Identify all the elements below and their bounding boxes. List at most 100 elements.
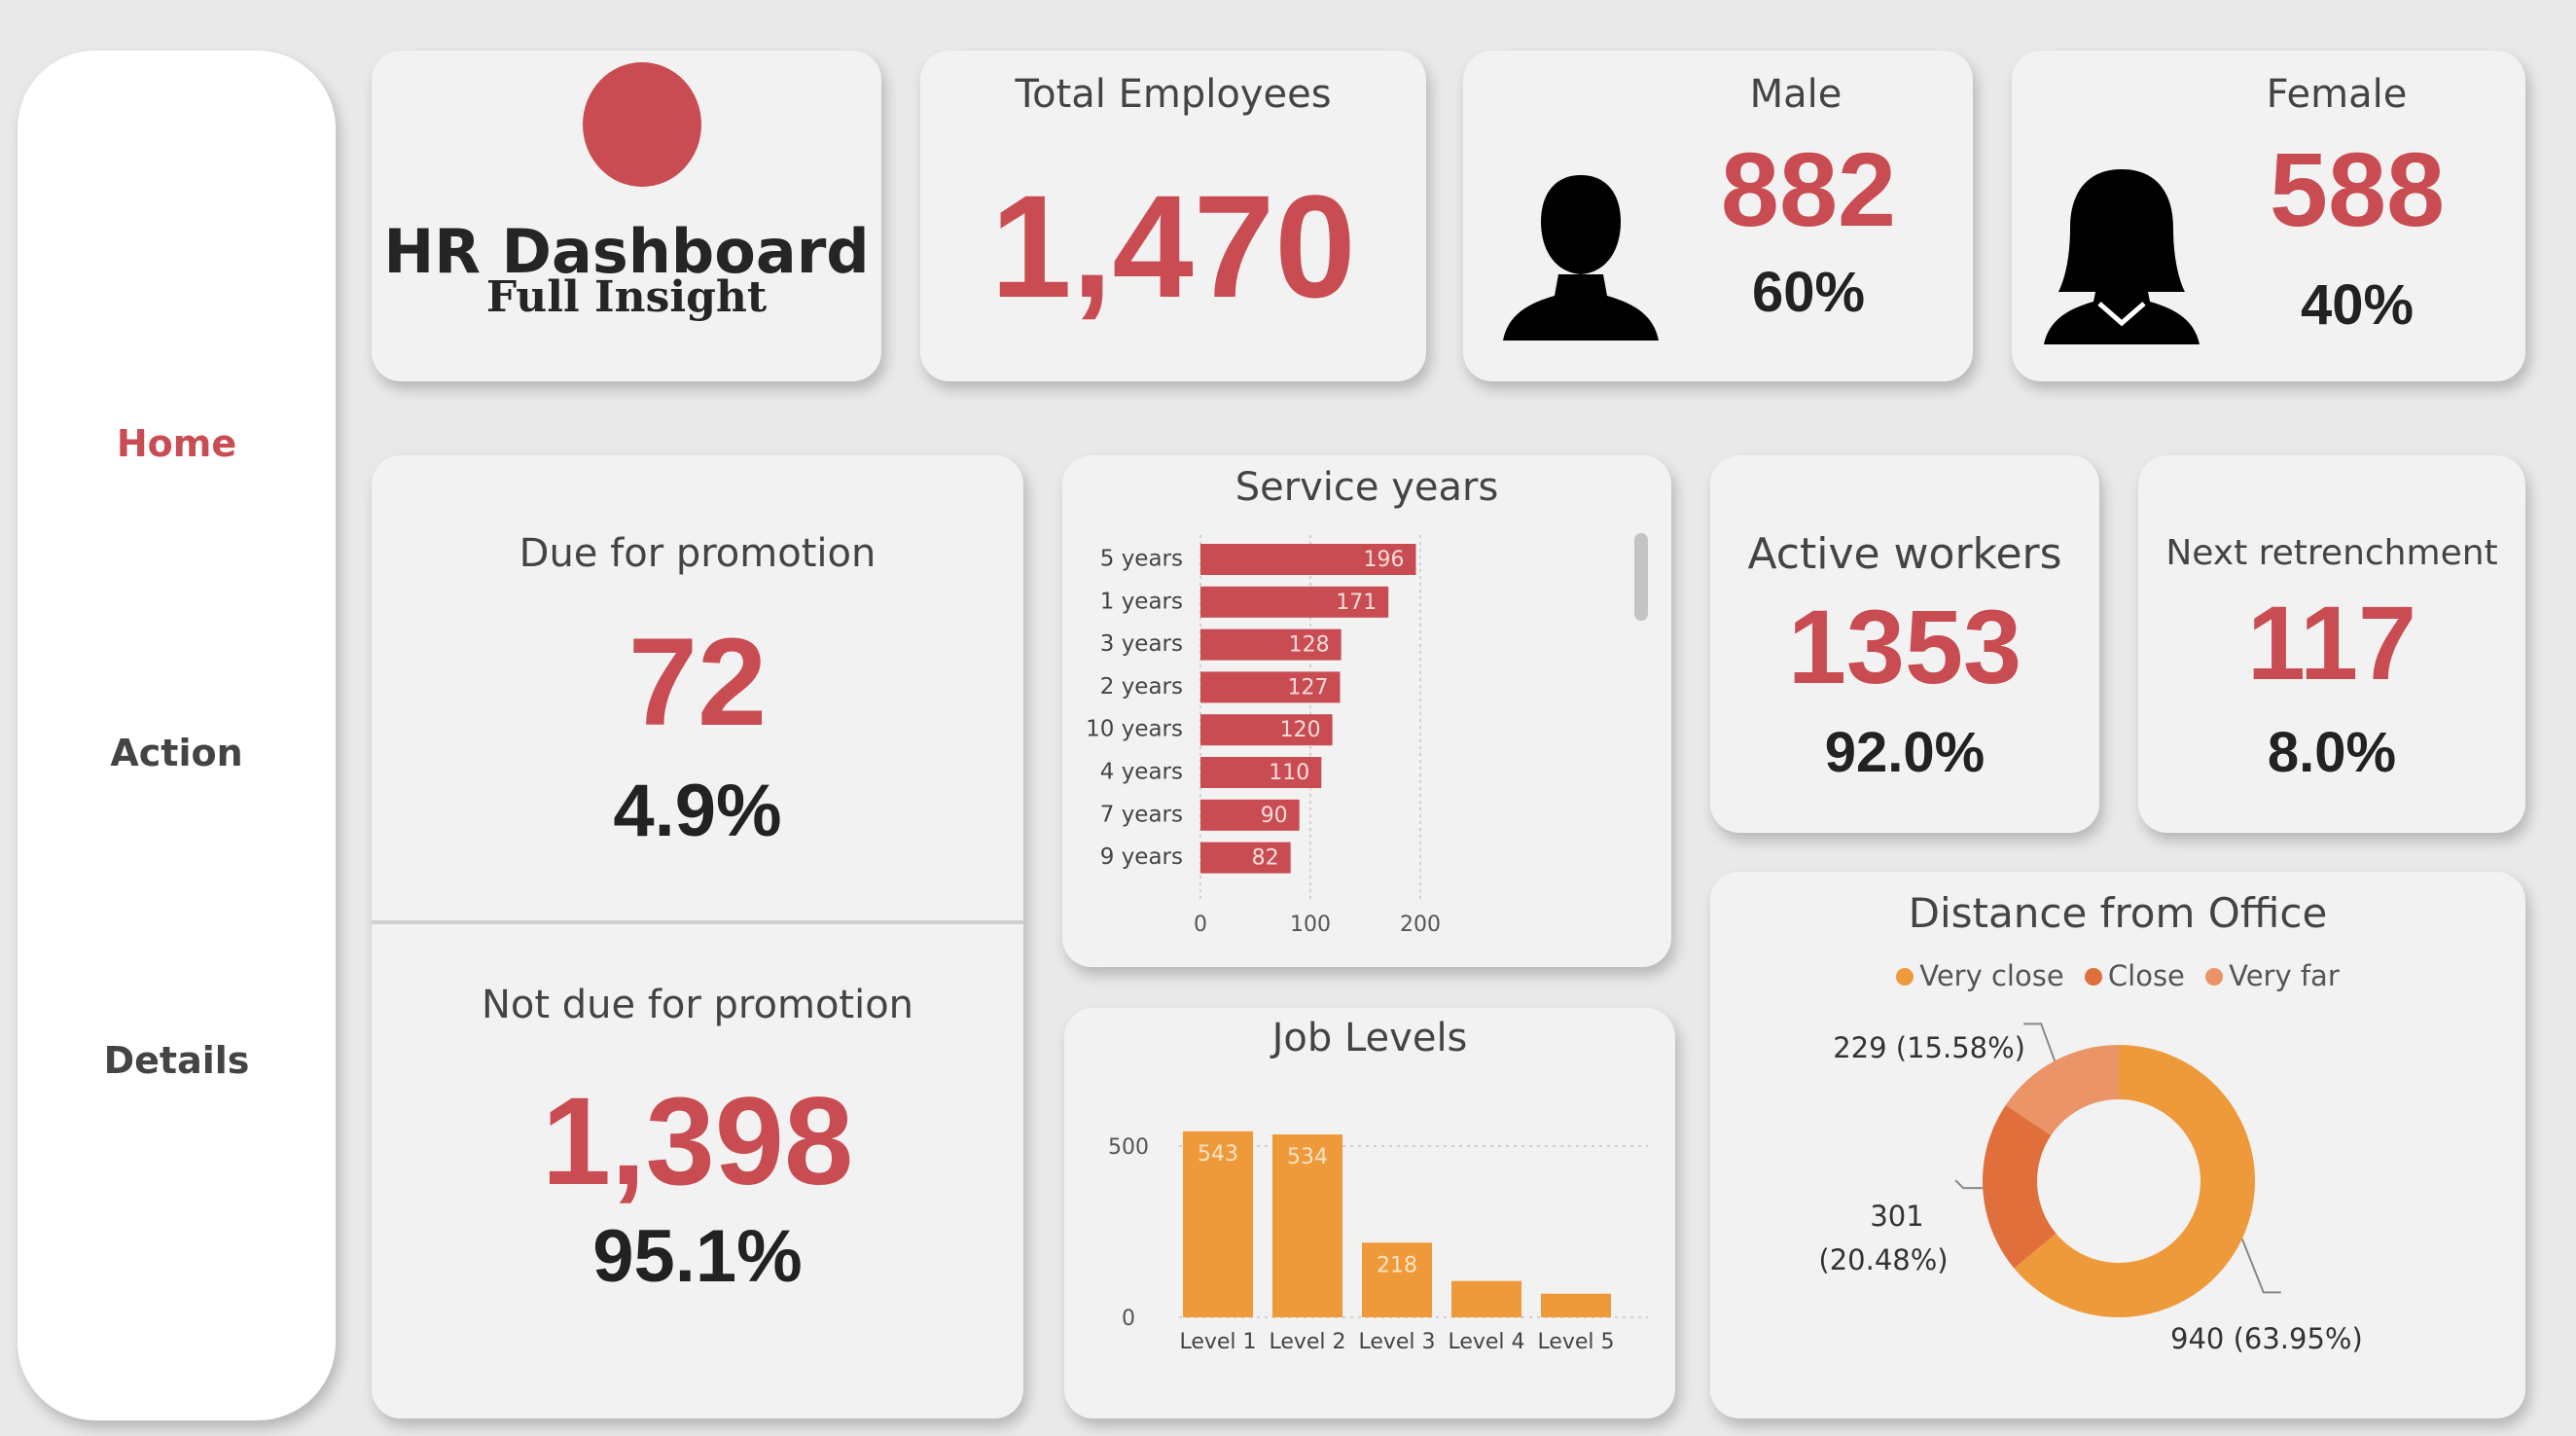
next-retrenchment-card: Next retrenchment 117 8.0%: [2138, 455, 2525, 833]
female-label: Female: [2266, 72, 2408, 117]
x-tick-label: 200: [1400, 913, 1441, 937]
active-workers-value: 1353: [1787, 588, 2022, 705]
bar-data-label: 82: [1252, 846, 1279, 871]
bar-data-label: 218: [1377, 1253, 1417, 1277]
service-years-bar: [1200, 757, 1322, 788]
male-count: 882: [1720, 130, 1897, 248]
donut-slice: [2005, 1045, 2119, 1136]
job-level-bar: [1451, 1280, 1521, 1317]
logo-card: HR Dashboard Full Insight: [372, 51, 881, 381]
sidebar-nav: Home Action Details: [18, 51, 336, 1420]
slice-data-label: 940 (63.95%): [2170, 1322, 2363, 1355]
due-promotion-value: 72: [627, 613, 768, 752]
total-employees-card: Total Employees 1,470: [920, 51, 1426, 381]
category-label: 7 years: [1100, 802, 1183, 827]
category-label: Level 3: [1358, 1330, 1435, 1354]
active-workers-percent: 92.0%: [1824, 721, 1986, 784]
nav-details-button[interactable]: Details: [103, 1039, 250, 1082]
category-label: 5 years: [1100, 547, 1183, 572]
legend-close[interactable]: Close: [2084, 959, 2185, 992]
total-employees-value: 1,470: [990, 164, 1356, 328]
category-label: 10 years: [1086, 717, 1183, 742]
legend-very-far[interactable]: Very far: [2205, 959, 2340, 992]
service-years-bar: [1200, 544, 1416, 575]
dashboard-title: HR Dashboard: [383, 216, 870, 287]
female-count: 588: [2269, 130, 2446, 248]
bar-data-label: 120: [1280, 718, 1321, 742]
job-levels-title: Job Levels: [1271, 1016, 1468, 1060]
category-label: Level 5: [1537, 1330, 1614, 1354]
job-levels-card: Job Levels 0 500 543 Level 1 534 Level 2 218 Le…: [1064, 1008, 1675, 1418]
legend-very-far-label: Very far: [2229, 959, 2340, 992]
job-level-bar: [1541, 1293, 1611, 1317]
service-years-title: Service years: [1234, 465, 1499, 510]
bar-data-label: 127: [1288, 675, 1329, 700]
slice-data-label: (20.48%): [1818, 1243, 1948, 1276]
category-label: 2 years: [1100, 674, 1183, 700]
category-label: 4 years: [1100, 760, 1183, 785]
donut-slice: [2014, 1045, 2255, 1317]
leader-line: [2023, 1023, 2057, 1061]
male-label: Male: [1749, 72, 1843, 117]
x-tick-label: 100: [1290, 913, 1331, 937]
legend-very-close[interactable]: Very close: [1896, 959, 2064, 992]
service-years-bar: [1200, 842, 1291, 874]
bar-data-label: 196: [1363, 548, 1404, 572]
next-retrenchment-value: 117: [2246, 584, 2417, 701]
y-tick-label: 0: [1122, 1307, 1135, 1331]
x-tick-label: 0: [1194, 913, 1207, 937]
legend-close-label: Close: [2107, 959, 2185, 992]
category-label: Level 2: [1269, 1330, 1345, 1354]
not-due-promotion-value: 1,398: [541, 1072, 854, 1211]
distance-title: Distance from Office: [1908, 889, 2328, 937]
service-years-chart: 0 100 200 5 years 196 1 years 171 3 years 128 2 y…: [1086, 535, 1441, 937]
nav-home-button[interactable]: Home: [116, 422, 237, 465]
due-promotion-percent: 4.9%: [613, 770, 782, 852]
job-level-bar: [1183, 1131, 1253, 1317]
category-label: 3 years: [1100, 631, 1183, 657]
service-years-bar: [1200, 628, 1342, 661]
promotion-divider: [372, 920, 1023, 924]
bar-data-label: 543: [1198, 1142, 1238, 1167]
bar-data-label: 171: [1336, 591, 1377, 615]
category-label: Level 4: [1448, 1330, 1524, 1354]
distance-donut-chart: 940 (63.95%) 301 (20.48%) 229 (15.58%): [1818, 1023, 2363, 1355]
nav-action-button[interactable]: Action: [110, 732, 243, 774]
male-person-icon: [1503, 175, 1659, 341]
due-promotion-label: Due for promotion: [519, 531, 877, 576]
category-label: 1 years: [1100, 589, 1183, 614]
job-levels-chart: 0 500 543 Level 1 534 Level 2 218 Level 3 Level …: [1108, 1131, 1648, 1354]
legend-dot-icon: [1896, 968, 1914, 986]
y-tick-label: 500: [1108, 1135, 1149, 1160]
job-level-bar: [1272, 1134, 1342, 1317]
not-due-promotion-percent: 95.1%: [592, 1215, 803, 1298]
legend-dot-icon: [2084, 968, 2102, 986]
female-card: Female 588 40%: [2012, 51, 2525, 381]
next-retrenchment-percent: 8.0%: [2267, 721, 2397, 784]
leader-line: [1954, 1179, 1984, 1190]
category-label: 9 years: [1100, 844, 1183, 870]
female-person-icon: [2044, 169, 2200, 344]
dashboard-subtitle: Full Insight: [485, 272, 768, 322]
bar-data-label: 534: [1287, 1145, 1328, 1169]
bar-data-label: 90: [1261, 804, 1288, 828]
bar-data-label: 128: [1289, 633, 1330, 658]
slice-data-label: 229 (15.58%): [1833, 1031, 2025, 1064]
legend-very-close-label: Very close: [1919, 959, 2064, 992]
female-percent: 40%: [2300, 273, 2415, 337]
total-employees-label: Total Employees: [1015, 72, 1332, 117]
not-due-promotion-label: Not due for promotion: [481, 983, 914, 1027]
service-years-bar: [1200, 714, 1333, 746]
distance-legend: Very close Close Very far: [1710, 959, 2525, 992]
leader-line: [2240, 1239, 2281, 1294]
legend-dot-icon: [2205, 968, 2224, 986]
category-label: Level 1: [1179, 1330, 1256, 1354]
next-retrenchment-label: Next retrenchment: [2165, 533, 2498, 573]
service-years-bar: [1200, 799, 1300, 831]
logo-dot: [583, 62, 701, 187]
service-years-bar: [1200, 671, 1341, 703]
promotion-card: Due for promotion 72 4.9% Not due for pr…: [372, 455, 1023, 1418]
bar-data-label: 110: [1269, 761, 1309, 785]
active-workers-label: Active workers: [1747, 529, 2062, 579]
service-years-scrollbar[interactable]: [1634, 533, 1648, 621]
